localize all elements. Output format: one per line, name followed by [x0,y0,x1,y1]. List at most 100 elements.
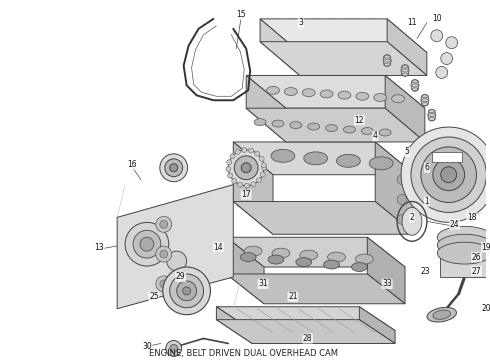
Circle shape [255,151,260,156]
Text: 27: 27 [472,266,481,275]
Ellipse shape [272,248,290,258]
Circle shape [401,127,490,222]
Ellipse shape [437,234,490,256]
Circle shape [163,267,210,315]
Ellipse shape [338,91,351,99]
Polygon shape [217,307,395,330]
Circle shape [160,154,188,182]
Text: 14: 14 [214,243,223,252]
Text: 15: 15 [236,10,246,19]
Ellipse shape [323,260,340,269]
Circle shape [230,154,235,159]
Ellipse shape [300,250,318,260]
Text: 25: 25 [149,292,159,301]
Ellipse shape [244,246,262,256]
Ellipse shape [268,255,284,264]
Circle shape [259,156,264,161]
Ellipse shape [437,226,490,248]
Circle shape [183,287,191,295]
Polygon shape [233,142,273,234]
Text: 4: 4 [373,131,378,140]
Ellipse shape [296,258,312,266]
Text: 29: 29 [176,273,186,282]
Polygon shape [260,19,427,53]
Text: 10: 10 [432,14,441,23]
Ellipse shape [343,126,355,133]
Circle shape [177,281,196,301]
Circle shape [232,179,237,184]
Ellipse shape [328,252,345,262]
Circle shape [170,345,178,352]
Ellipse shape [325,125,338,131]
Text: 31: 31 [258,279,268,288]
Ellipse shape [433,310,451,319]
Circle shape [433,159,465,190]
Circle shape [421,147,476,203]
Circle shape [431,30,443,42]
Circle shape [227,160,232,165]
Ellipse shape [355,254,373,264]
Ellipse shape [351,262,368,271]
Circle shape [241,163,251,173]
Text: 21: 21 [288,292,297,301]
Polygon shape [387,19,427,76]
Polygon shape [217,320,395,343]
Text: 12: 12 [355,116,364,125]
Polygon shape [246,76,425,108]
Circle shape [257,178,262,183]
Text: 6: 6 [424,163,429,172]
Circle shape [397,175,407,185]
Ellipse shape [427,307,457,322]
Polygon shape [375,142,415,234]
Circle shape [397,215,407,224]
Ellipse shape [308,123,319,130]
Ellipse shape [421,94,429,106]
Text: 5: 5 [405,147,410,156]
Circle shape [160,220,168,228]
Circle shape [125,222,169,266]
Circle shape [248,148,254,153]
Ellipse shape [267,86,279,94]
Circle shape [140,237,154,251]
Ellipse shape [369,157,393,170]
Text: ENGINE, BELT DRIVEN DUAL OVERHEAD CAM: ENGINE, BELT DRIVEN DUAL OVERHEAD CAM [148,349,338,358]
Ellipse shape [284,87,297,95]
Circle shape [156,246,171,262]
Polygon shape [432,152,462,162]
Ellipse shape [383,55,391,67]
Text: 11: 11 [407,18,416,27]
Polygon shape [233,202,415,234]
Polygon shape [368,237,405,304]
Ellipse shape [240,253,256,262]
Text: 33: 33 [382,279,392,288]
Polygon shape [217,307,252,343]
Ellipse shape [411,80,419,91]
Polygon shape [440,247,490,277]
Circle shape [170,164,178,172]
Circle shape [238,182,243,187]
Ellipse shape [254,119,266,126]
Text: 1: 1 [424,197,429,206]
Circle shape [441,167,457,183]
Ellipse shape [401,64,409,76]
Text: 16: 16 [127,160,137,169]
Text: 24: 24 [450,220,460,229]
Text: 18: 18 [467,213,476,222]
Circle shape [166,341,182,356]
Text: 19: 19 [482,243,490,252]
Circle shape [441,53,453,64]
Polygon shape [117,185,233,309]
Ellipse shape [428,109,436,121]
Text: 26: 26 [472,253,481,262]
Ellipse shape [437,242,490,264]
Circle shape [160,280,168,288]
Circle shape [397,194,407,204]
Circle shape [261,163,267,168]
Circle shape [156,276,171,292]
Polygon shape [246,76,286,142]
Circle shape [262,165,267,170]
Circle shape [446,37,458,49]
Text: 20: 20 [482,304,490,313]
Polygon shape [226,237,405,267]
Circle shape [167,251,187,271]
